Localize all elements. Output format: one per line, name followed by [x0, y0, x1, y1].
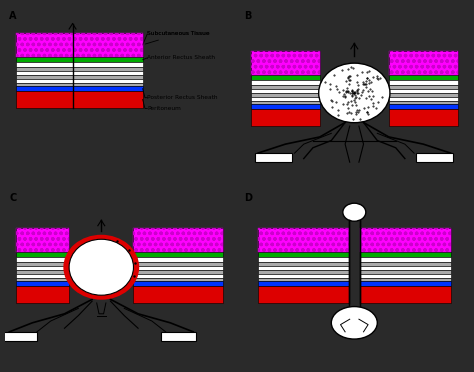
Bar	[134, 286, 223, 303]
Bar	[258, 228, 348, 252]
Bar	[16, 274, 69, 278]
Text: A: A	[9, 11, 17, 21]
Bar	[251, 97, 320, 101]
FancyBboxPatch shape	[255, 153, 292, 162]
Bar	[251, 80, 320, 85]
Ellipse shape	[64, 235, 139, 300]
Bar	[134, 278, 223, 281]
Bar	[360, 262, 451, 266]
Bar	[16, 33, 143, 57]
Bar	[251, 51, 320, 75]
Bar	[16, 86, 143, 91]
Bar	[389, 93, 458, 97]
Text: C: C	[9, 193, 17, 203]
Ellipse shape	[319, 63, 390, 123]
Bar	[251, 89, 320, 93]
Text: Posterior Rectus Sheath: Posterior Rectus Sheath	[147, 95, 218, 100]
Bar	[251, 105, 320, 109]
Bar	[389, 109, 458, 126]
Bar	[251, 109, 320, 126]
Bar	[360, 266, 451, 270]
Bar	[16, 62, 143, 67]
Bar	[16, 75, 143, 79]
Bar	[134, 270, 223, 274]
Bar	[16, 286, 69, 303]
Bar	[134, 228, 223, 252]
Ellipse shape	[69, 239, 134, 295]
Text: B: B	[244, 11, 251, 21]
Bar	[134, 281, 223, 286]
Bar	[16, 262, 69, 266]
Bar	[16, 91, 143, 108]
Bar	[134, 266, 223, 270]
Bar	[16, 71, 143, 75]
Bar	[389, 80, 458, 85]
Bar	[258, 252, 348, 257]
Bar	[258, 274, 348, 278]
Bar	[134, 262, 223, 266]
Bar	[389, 89, 458, 93]
FancyBboxPatch shape	[416, 153, 453, 162]
Bar	[251, 75, 320, 80]
Bar	[16, 79, 143, 83]
Bar	[251, 85, 320, 89]
Bar	[389, 75, 458, 80]
Bar	[16, 67, 143, 71]
Bar	[16, 278, 69, 281]
Text: Subcutaneous Tissue: Subcutaneous Tissue	[147, 32, 210, 36]
Bar	[360, 257, 451, 262]
Ellipse shape	[343, 203, 366, 221]
Bar	[258, 286, 348, 303]
Bar	[258, 281, 348, 286]
Bar	[360, 228, 451, 252]
Bar	[258, 270, 348, 274]
Bar	[389, 51, 458, 75]
Bar	[389, 85, 458, 89]
Bar	[16, 270, 69, 274]
Bar	[389, 101, 458, 105]
Bar	[360, 228, 451, 252]
Bar	[16, 83, 143, 86]
Bar	[251, 51, 320, 75]
Bar	[360, 270, 451, 274]
Bar	[16, 252, 69, 257]
Bar	[134, 252, 223, 257]
Bar	[16, 266, 69, 270]
Bar	[389, 105, 458, 109]
Text: Peritoneum: Peritoneum	[147, 106, 181, 111]
Ellipse shape	[331, 307, 377, 339]
Bar	[258, 278, 348, 281]
Bar	[16, 257, 69, 262]
Text: Anterior Rectus Sheath: Anterior Rectus Sheath	[147, 55, 215, 60]
Bar	[360, 274, 451, 278]
Bar	[16, 33, 143, 57]
Bar	[134, 257, 223, 262]
Bar	[258, 228, 348, 252]
Bar	[258, 262, 348, 266]
Bar	[16, 228, 69, 252]
Bar	[360, 281, 451, 286]
Text: D: D	[244, 193, 252, 203]
Bar	[251, 93, 320, 97]
Bar	[360, 278, 451, 281]
Bar	[360, 286, 451, 303]
Bar	[258, 257, 348, 262]
Text: Subcutaneous Tissue: Subcutaneous Tissue	[146, 32, 210, 44]
Bar	[16, 57, 143, 62]
Bar	[2, 332, 37, 341]
Bar	[134, 274, 223, 278]
Bar	[161, 332, 196, 341]
Bar	[251, 101, 320, 105]
Bar	[389, 51, 458, 75]
Bar	[360, 252, 451, 257]
Bar	[16, 228, 69, 252]
Bar	[16, 281, 69, 286]
Bar	[258, 266, 348, 270]
Bar	[389, 97, 458, 101]
Bar	[134, 228, 223, 252]
